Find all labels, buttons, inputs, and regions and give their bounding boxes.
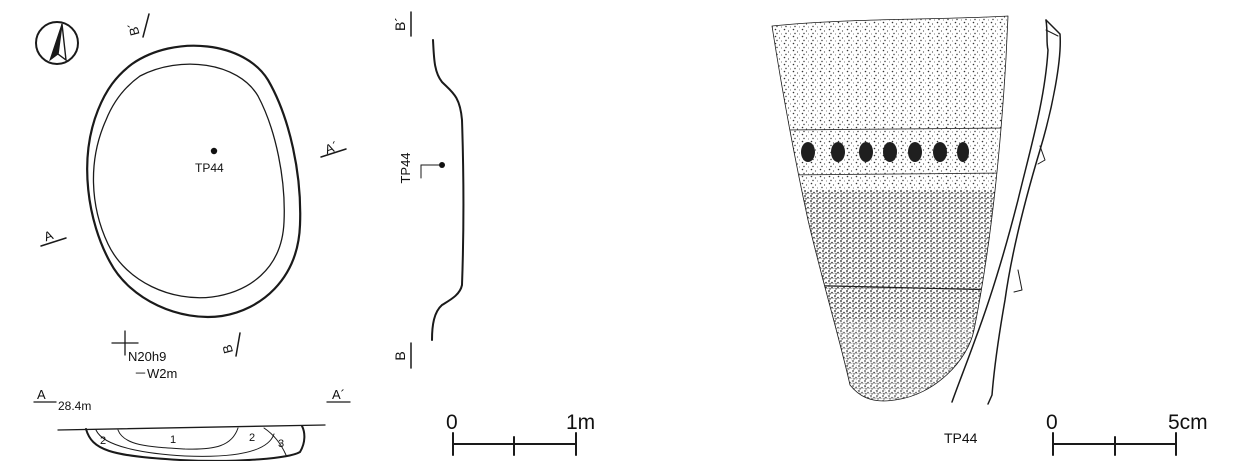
grid-west-label: －W2m — [134, 366, 177, 381]
section-b-prime-b: B´ B TP44 — [392, 11, 465, 369]
tp44-section-marker — [439, 162, 445, 168]
svg-text:B: B — [219, 343, 236, 355]
scale-1m-zero: 0 — [446, 411, 458, 434]
tp44-artifact-label: TP44 — [944, 430, 978, 446]
sherd-profile-section — [951, 19, 1062, 405]
scale-5cm-zero: 0 — [1046, 411, 1058, 434]
section-a-prime-marker: A´ — [320, 139, 347, 158]
layer-2-right-label: 2 — [249, 432, 255, 444]
pit-profile-vertical — [431, 39, 465, 341]
tp44-plan-label: TP44 — [195, 161, 224, 175]
pit-profile-outer — [85, 425, 306, 461]
section-a-a-prime: A 28.4m A´ 1 2 2 3 — [33, 387, 351, 461]
north-arrow-icon — [35, 21, 79, 65]
layer-3-boundary — [263, 427, 287, 456]
pit-outer-edge — [86, 44, 302, 319]
layer-1-boundary — [117, 427, 239, 450]
scale-bar-5cm: 0 5cm — [1046, 411, 1208, 456]
scale-5cm-end: 5cm — [1168, 411, 1208, 434]
tp44-section-label: TP44 — [398, 152, 413, 183]
section-b-prime-marker: B´ — [125, 13, 150, 38]
scale-1m-end: 1m — [566, 411, 595, 434]
layer-3-label: 3 — [278, 438, 284, 450]
section-b-marker: B — [219, 332, 241, 357]
section-b-label: B — [392, 351, 408, 360]
elevation-label: 28.4m — [58, 399, 91, 413]
scale-bar-1m: 0 1m — [446, 411, 595, 456]
ground-surface-line — [57, 424, 326, 431]
section-a-label: A — [37, 387, 46, 402]
svg-text:A´: A´ — [323, 139, 340, 158]
section-a-marker: A — [40, 227, 67, 247]
grid-north-label: N20h9 — [128, 349, 166, 364]
svg-text:B´: B´ — [125, 21, 143, 37]
section-b-prime-label: B´ — [392, 17, 408, 31]
pottery-sherd-drawing — [771, 15, 1009, 402]
section-a-prime-label: A´ — [332, 387, 345, 402]
layer-1-label: 1 — [170, 434, 176, 446]
layer-2-inner-boundary — [95, 429, 275, 457]
layer-2-left-label: 2 — [100, 435, 106, 447]
impressed-band — [801, 142, 969, 162]
svg-text:A: A — [42, 227, 56, 244]
tp44-point-marker — [210, 147, 218, 155]
pit-inner-edge — [92, 63, 285, 299]
pit-plan: TP44 B´ A´ A B N20h9 －W2m — [40, 13, 347, 381]
grid-cross-marker — [111, 330, 139, 356]
